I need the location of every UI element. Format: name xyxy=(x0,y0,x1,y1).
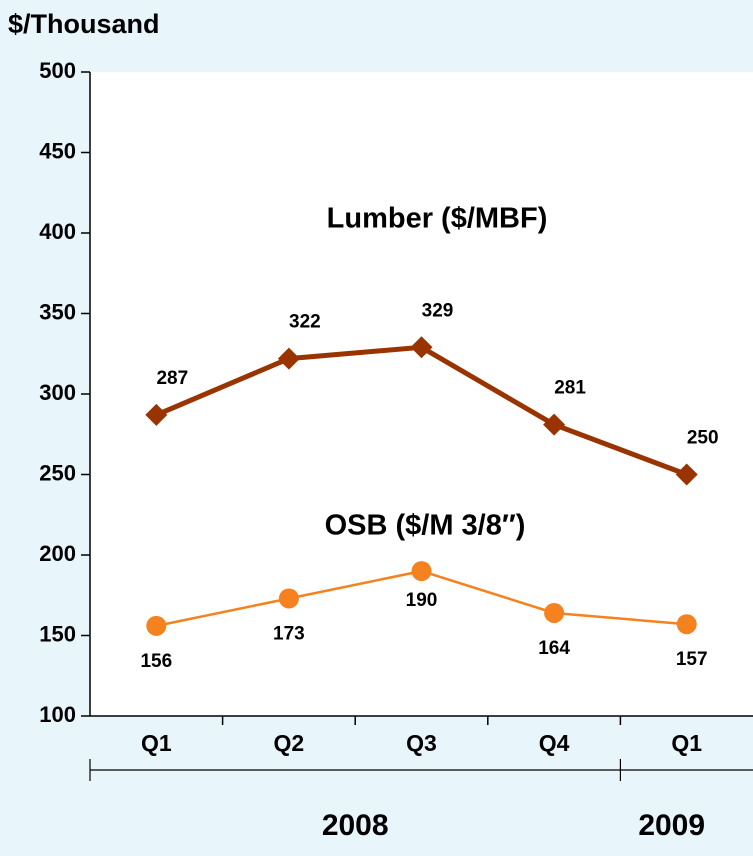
series-name: OSB ($/M 3/8″) xyxy=(325,510,526,542)
marker xyxy=(278,588,299,609)
marker xyxy=(146,615,167,636)
data-label: 173 xyxy=(273,623,305,644)
marker xyxy=(145,403,168,426)
y-tick-label: 300 xyxy=(39,380,76,405)
y-tick-label: 100 xyxy=(39,702,76,727)
marker xyxy=(543,413,566,436)
group-label: 2009 xyxy=(638,809,705,842)
data-label: 156 xyxy=(140,651,172,672)
y-tick-label: 450 xyxy=(39,138,76,163)
x-tick-label: Q4 xyxy=(539,730,570,756)
series-name: Lumber ($/MBF) xyxy=(327,203,548,235)
y-tick-label: 200 xyxy=(39,541,76,566)
marker xyxy=(411,561,432,582)
data-label: 164 xyxy=(538,638,570,659)
data-label: 190 xyxy=(406,590,438,611)
marker xyxy=(675,463,698,486)
data-label: 157 xyxy=(676,649,708,670)
y-tick-label: 150 xyxy=(39,621,76,646)
x-tick-label: Q2 xyxy=(274,730,305,756)
marker xyxy=(544,602,565,623)
x-tick-label: Q1 xyxy=(671,730,702,756)
y-tick-label: 350 xyxy=(39,299,76,324)
x-tick-label: Q1 xyxy=(141,730,172,756)
marker xyxy=(676,614,697,635)
group-label: 2008 xyxy=(322,809,389,842)
data-label: 281 xyxy=(554,378,586,399)
y-tick-label: 250 xyxy=(39,460,76,485)
y-axis-title: $/Thousand xyxy=(8,9,160,39)
y-tick-label: 400 xyxy=(39,219,76,244)
data-label: 329 xyxy=(422,300,454,321)
data-label: 287 xyxy=(156,368,188,389)
y-tick-label: 500 xyxy=(39,58,76,83)
data-label: 250 xyxy=(687,428,719,449)
x-tick-label: Q3 xyxy=(406,730,437,756)
data-label: 322 xyxy=(289,312,321,333)
marker xyxy=(410,336,433,359)
marker xyxy=(277,347,300,370)
